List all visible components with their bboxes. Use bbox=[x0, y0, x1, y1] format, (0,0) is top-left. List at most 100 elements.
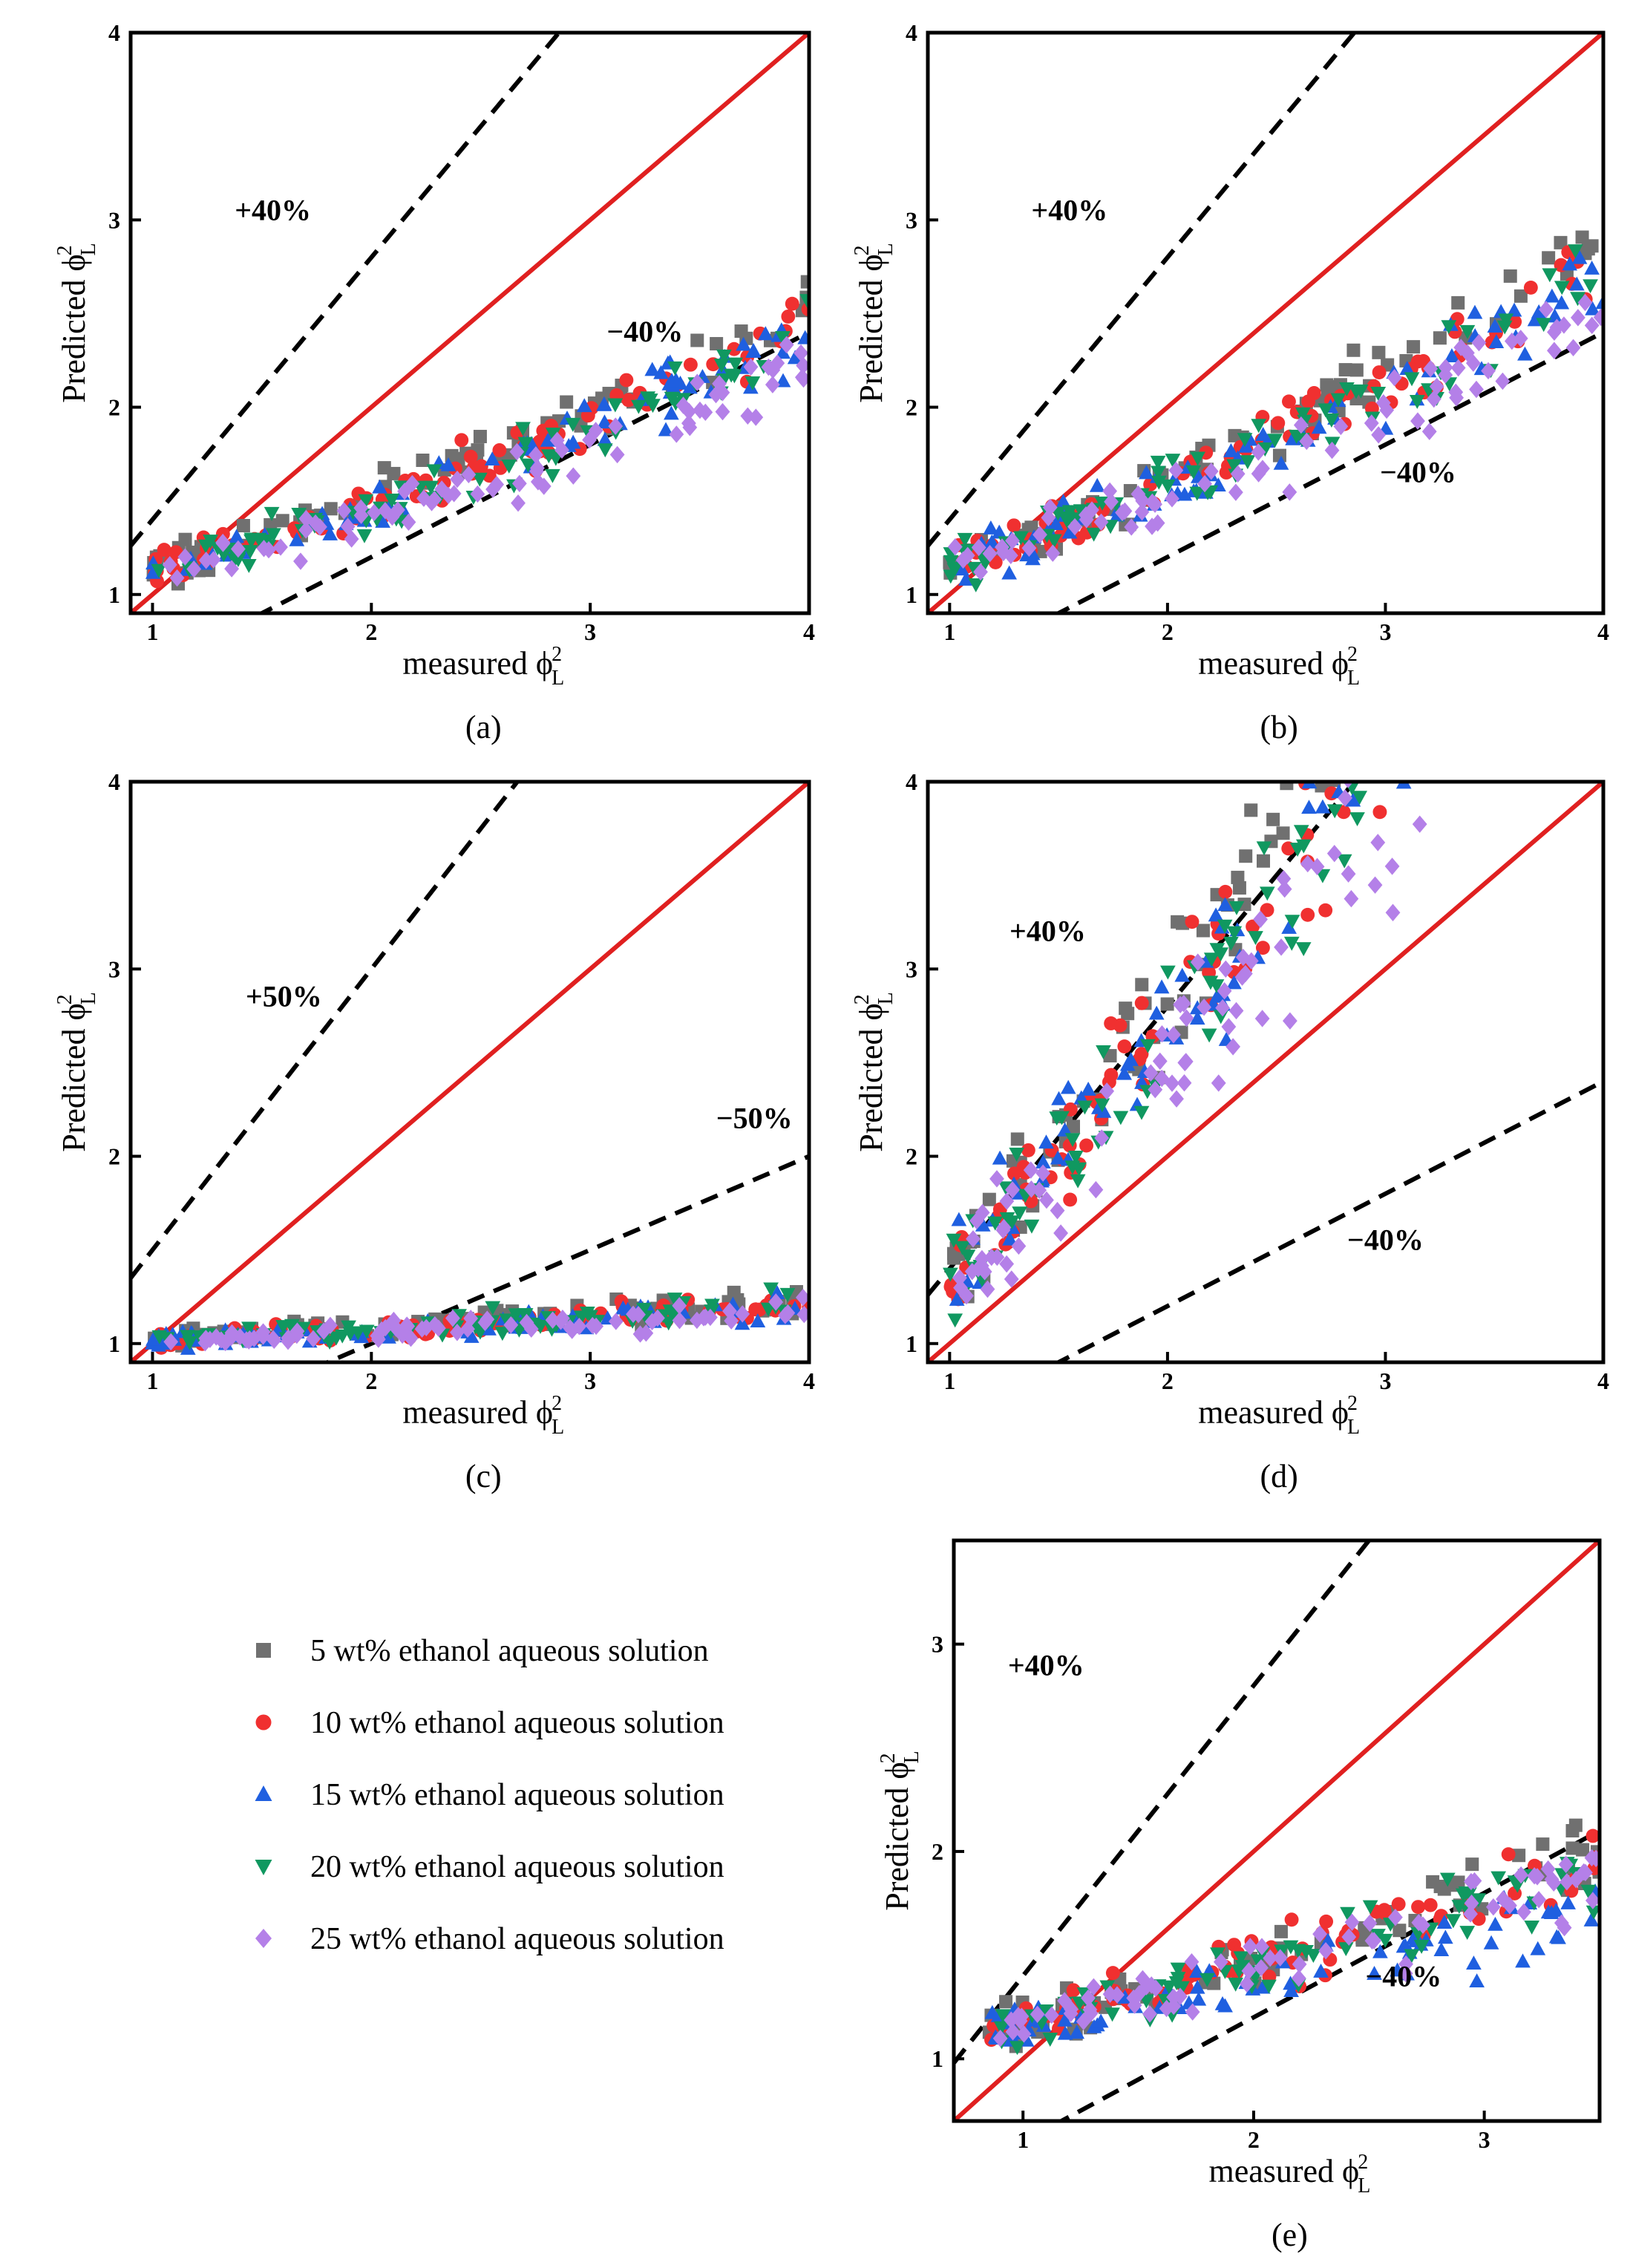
data-point bbox=[1387, 369, 1402, 387]
data-point bbox=[1295, 407, 1311, 422]
data-point bbox=[1372, 1944, 1388, 1958]
data-point bbox=[157, 543, 171, 558]
data-point bbox=[1338, 789, 1353, 807]
data-point bbox=[1583, 279, 1598, 294]
data-point bbox=[1338, 363, 1352, 377]
data-point bbox=[995, 2009, 1011, 2024]
data-point bbox=[434, 480, 450, 498]
data-point bbox=[145, 564, 161, 579]
data-point bbox=[517, 437, 534, 451]
data-point bbox=[1280, 782, 1294, 791]
data-point bbox=[1470, 1893, 1487, 1908]
data-point bbox=[1538, 301, 1554, 318]
data-point bbox=[1429, 377, 1444, 396]
data-point bbox=[1177, 486, 1193, 501]
data-point bbox=[1161, 1980, 1177, 1995]
data-point bbox=[1466, 1955, 1482, 1970]
data-point bbox=[1228, 483, 1243, 501]
data-point bbox=[1523, 280, 1538, 295]
data-point bbox=[1571, 249, 1588, 264]
data-point bbox=[1370, 387, 1387, 401]
data-point bbox=[1151, 465, 1166, 480]
data-point bbox=[1079, 506, 1093, 524]
data-point bbox=[1102, 482, 1118, 500]
data-point bbox=[1166, 1988, 1181, 2006]
data-point bbox=[1515, 1953, 1531, 1968]
data-point bbox=[1165, 1074, 1179, 1092]
data-point bbox=[1506, 302, 1522, 317]
data-point bbox=[1276, 869, 1292, 888]
data-point bbox=[1370, 714, 1386, 728]
data-point bbox=[955, 1229, 969, 1244]
data-point bbox=[1169, 1090, 1184, 1108]
data-point bbox=[1543, 1905, 1560, 1919]
data-point bbox=[1463, 1905, 1478, 1923]
data-point bbox=[1254, 1010, 1270, 1027]
data-point bbox=[1185, 2003, 1200, 2021]
data-point bbox=[1046, 534, 1062, 549]
data-point bbox=[232, 1328, 248, 1346]
data-point bbox=[1295, 839, 1312, 854]
data-point bbox=[230, 540, 246, 558]
data-point bbox=[1255, 941, 1270, 955]
data-point bbox=[555, 1310, 570, 1327]
data-point bbox=[328, 1331, 344, 1346]
data-point bbox=[607, 398, 624, 413]
data-point bbox=[1271, 416, 1286, 431]
data-point bbox=[1398, 709, 1412, 723]
upper-band-line bbox=[131, 33, 562, 548]
data-point bbox=[797, 330, 809, 344]
lower-band-label: −40% bbox=[606, 315, 683, 348]
data-point bbox=[1168, 1976, 1185, 1990]
data-point bbox=[999, 1192, 1015, 1210]
data-point bbox=[1388, 1908, 1403, 1927]
data-point bbox=[1241, 1962, 1257, 1980]
data-point bbox=[336, 502, 352, 520]
reference-line-y-equals-x bbox=[131, 782, 809, 1362]
data-point bbox=[1240, 455, 1256, 470]
data-point bbox=[1392, 706, 1406, 720]
data-point bbox=[1226, 926, 1243, 941]
data-point bbox=[995, 543, 1011, 562]
data-point bbox=[1467, 1872, 1482, 1890]
data-point bbox=[275, 514, 289, 528]
data-point bbox=[1226, 975, 1242, 990]
data-point bbox=[1283, 1983, 1299, 1997]
data-point bbox=[1039, 1191, 1054, 1209]
data-point bbox=[1372, 805, 1387, 820]
data-point bbox=[1243, 952, 1259, 970]
data-point bbox=[1364, 414, 1379, 432]
data-point bbox=[609, 445, 625, 464]
data-point bbox=[530, 459, 545, 477]
data-point bbox=[256, 540, 272, 558]
x-tick-label: 4 bbox=[803, 1367, 815, 1394]
data-point bbox=[1281, 919, 1297, 934]
data-point bbox=[1585, 1892, 1600, 1909]
data-point bbox=[1105, 2007, 1120, 2022]
data-point bbox=[1234, 1960, 1251, 1975]
data-point bbox=[1485, 1898, 1501, 1916]
data-point bbox=[1232, 880, 1246, 895]
data-point bbox=[1237, 433, 1253, 448]
data-point bbox=[799, 294, 809, 309]
data-point bbox=[1319, 1914, 1334, 1929]
data-point bbox=[423, 480, 439, 495]
plot-frame bbox=[926, 30, 1606, 615]
data-point bbox=[1061, 524, 1078, 539]
data-point bbox=[955, 551, 971, 569]
data-point bbox=[1148, 1005, 1165, 1020]
data-point bbox=[1306, 768, 1322, 782]
data-point bbox=[1126, 1989, 1142, 2007]
data-point bbox=[1213, 947, 1229, 962]
chart-panel-e: +40% −40% 1 2 3 1 2 3 measured ϕ2 L Predicted ϕ2L (… bbox=[877, 1538, 1602, 2253]
data-point bbox=[621, 393, 636, 408]
data-point bbox=[1142, 2005, 1157, 2023]
data-point bbox=[1113, 1111, 1129, 1125]
data-point bbox=[1346, 343, 1361, 357]
data-point bbox=[1050, 1150, 1066, 1165]
data-point bbox=[1562, 256, 1578, 271]
data-point bbox=[1577, 293, 1593, 312]
data-point bbox=[1471, 333, 1487, 352]
data-point bbox=[511, 494, 526, 512]
y-tick-label: 2 bbox=[906, 394, 917, 421]
